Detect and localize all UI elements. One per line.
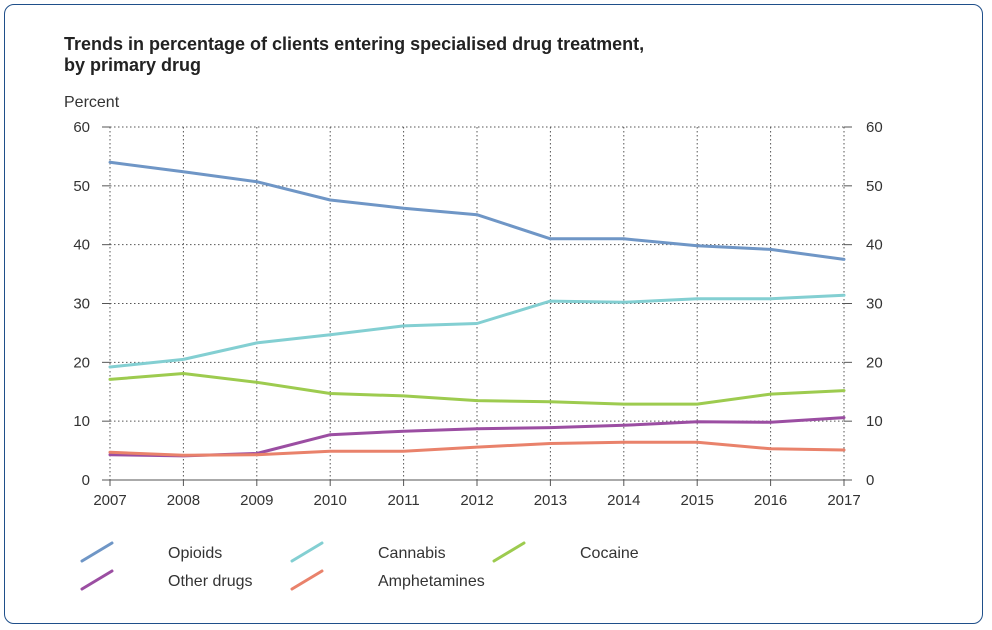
- y-tick-label-right: 40: [866, 237, 883, 254]
- y-tick-label: 30: [73, 296, 90, 313]
- y-tick-label: 0: [82, 472, 90, 489]
- series-line-cannabis: [108, 293, 846, 369]
- y-tick-label-right: 50: [866, 178, 883, 195]
- legend-item-opioids: Opioids: [80, 541, 222, 563]
- x-tick-label: 2012: [460, 492, 493, 509]
- y-tick-label: 40: [73, 237, 90, 254]
- legend-label-cocaine: Cocaine: [580, 545, 639, 562]
- y-tick-label-right: 60: [866, 119, 883, 136]
- legend-swatch-cannabis: [290, 541, 324, 563]
- x-tick-label: 2011: [387, 492, 419, 509]
- x-tick-label: 2007: [93, 492, 126, 509]
- chart-frame: [4, 4, 983, 624]
- legend-swatch-amphetamines: [290, 569, 324, 591]
- y-tick-label-right: 10: [866, 413, 883, 430]
- x-tick-label: 2013: [534, 492, 567, 509]
- x-tick-label: 2017: [827, 492, 860, 509]
- grid-lines: [109, 126, 845, 480]
- axes: 0 0 10 10 20 20 30 30 40 40 50 50 60 60 2007 2008 2009 20…: [73, 119, 882, 509]
- chart-title-line-2: by primary drug: [64, 55, 202, 75]
- y-tick-label: 20: [73, 354, 90, 371]
- x-tick-label: 2014: [607, 492, 640, 509]
- y-tick-label-right: 0: [866, 472, 874, 489]
- y-axis-label: Percent: [64, 94, 120, 111]
- legend-swatch-cocaine: [492, 541, 526, 563]
- chart-title: Trends in percentage of clients entering…: [64, 34, 964, 76]
- legend-label-amphetamines: Amphetamines: [378, 573, 485, 590]
- x-tick-label: 2008: [167, 492, 200, 509]
- legend-item-other-drugs: Other drugs: [80, 569, 252, 591]
- x-tick-label: 2016: [754, 492, 787, 509]
- series-line-amphetamines: [108, 440, 846, 457]
- legend-swatch-opioids: [80, 541, 114, 563]
- legend-label-cannabis: Cannabis: [378, 545, 446, 562]
- y-tick-label: 50: [73, 178, 90, 195]
- legend-item-cocaine: Cocaine: [492, 541, 639, 563]
- y-tick-label-right: 20: [866, 354, 883, 371]
- legend: Opioids Cannabis Cocaine Other drugs Ampheta…: [80, 541, 639, 591]
- legend-label-opioids: Opioids: [168, 545, 222, 562]
- series-line-cocaine: [108, 372, 846, 406]
- legend-item-cannabis: Cannabis: [290, 541, 446, 563]
- legend-item-amphetamines: Amphetamines: [290, 569, 485, 591]
- legend-swatch-other-drugs: [80, 569, 114, 591]
- x-tick-label: 2015: [681, 492, 714, 509]
- chart-title-line-1: Trends in percentage of clients entering…: [64, 34, 645, 54]
- x-tick-label: 2010: [314, 492, 347, 509]
- y-tick-label: 60: [73, 119, 90, 136]
- series-line-opioids: [108, 160, 846, 261]
- y-tick-label: 10: [73, 413, 90, 430]
- series-lines: [108, 160, 846, 458]
- x-tick-label: 2009: [240, 492, 273, 509]
- legend-label-other-drugs: Other drugs: [168, 573, 252, 590]
- y-tick-label-right: 30: [866, 296, 883, 313]
